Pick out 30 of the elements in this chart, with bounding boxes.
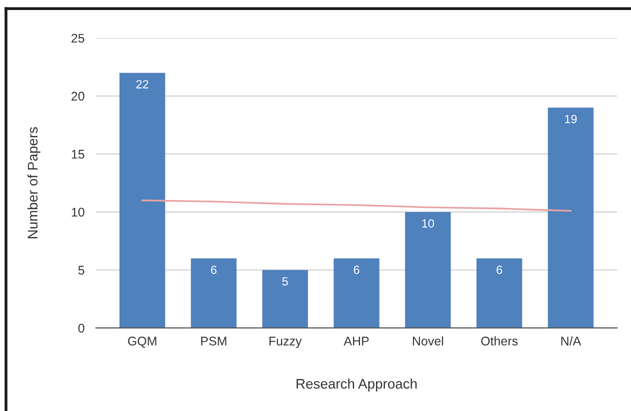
- x-axis-title: Research Approach: [296, 378, 417, 392]
- data-label: 5: [282, 277, 288, 286]
- x-tick-label: Others: [481, 336, 518, 346]
- bar: [119, 72, 166, 328]
- bar: [476, 258, 522, 328]
- y-axis-title: Number of Papers: [27, 127, 40, 238]
- x-tick-label: Fuzzy: [269, 336, 302, 348]
- bar: [548, 108, 594, 328]
- data-label: 19: [565, 114, 577, 124]
- x-tick-label: N/A: [561, 336, 582, 346]
- x-tick-label: PSM: [201, 336, 226, 346]
- y-tick-label: 0: [78, 324, 84, 333]
- data-label: 6: [496, 266, 502, 274]
- bar: [262, 270, 308, 328]
- line-series: [141, 200, 572, 212]
- y-tick-label: 5: [78, 266, 84, 275]
- x-tick-label: AHP: [344, 336, 369, 346]
- y-tick-label: 15: [72, 150, 84, 159]
- y-tick-label: 10: [72, 208, 84, 217]
- y-tick-label: 25: [72, 34, 84, 43]
- data-label: 22: [136, 80, 148, 88]
- x-tick-label: Novel: [412, 336, 444, 346]
- bar: [334, 258, 380, 328]
- bar: [405, 212, 451, 328]
- data-label: 6: [354, 266, 360, 274]
- data-label: 10: [422, 219, 434, 228]
- bar: [190, 258, 237, 328]
- x-tick-label: GQM: [128, 336, 156, 348]
- y-tick-label: 20: [72, 92, 84, 101]
- data-label: 6: [211, 266, 216, 274]
